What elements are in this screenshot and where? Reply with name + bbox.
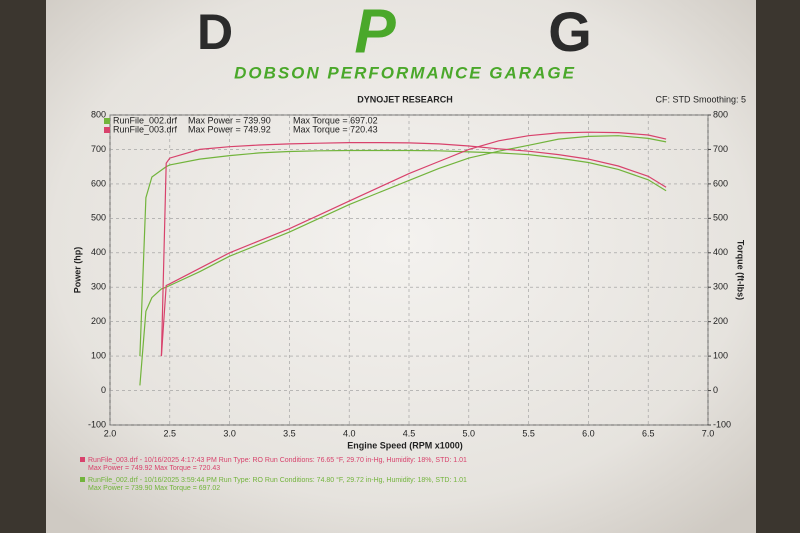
chart-title: DYNOJET RESEARCH: [357, 94, 453, 104]
x-tick-label: 3.0: [223, 428, 236, 438]
legend-name: RunFile_002.drf: [113, 115, 178, 125]
logo-p: P: [354, 0, 396, 66]
y-tick-label: 800: [91, 109, 106, 119]
power-line: [139, 135, 667, 386]
footer-line: RunFile_003.drf - 10/16/2025 4:17:43 PM …: [88, 456, 467, 464]
x-tick-label: 5.0: [463, 428, 476, 438]
x-tick-label: 2.5: [164, 428, 177, 438]
footer-line: RunFile_002.drf - 10/16/2025 3:59:44 PM …: [88, 476, 467, 484]
y2-axis-label: Torque (ft-lbs): [736, 240, 746, 300]
y2-tick-label: 600: [713, 178, 728, 188]
torque-line: [139, 149, 667, 357]
paper: [46, 0, 756, 533]
logo-tagline: DOBSON PERFORMANCE GARAGE: [234, 63, 576, 82]
y2-tick-label: 300: [713, 282, 728, 292]
legend-swatch: [104, 127, 110, 133]
x-tick-label: 3.5: [283, 428, 296, 438]
logo-g: G: [548, 0, 592, 63]
y-tick-label: 200: [91, 316, 106, 326]
footer-swatch: [80, 477, 85, 482]
y2-tick-label: 100: [713, 350, 728, 360]
y2-tick-label: 0: [713, 385, 718, 395]
y-tick-label: -100: [88, 419, 106, 429]
chart-subtitle: CF: STD Smoothing: 5: [655, 94, 746, 104]
x-axis-label: Engine Speed (RPM x1000): [347, 440, 463, 450]
torque-line: [160, 142, 667, 357]
y-tick-label: 500: [91, 213, 106, 223]
y2-tick-label: 400: [713, 247, 728, 257]
y2-tick-label: 500: [713, 213, 728, 223]
y-tick-label: 400: [91, 247, 106, 257]
y-tick-label: 600: [91, 178, 106, 188]
footer-line: Max Power = 739.90 Max Torque = 697.02: [88, 485, 220, 492]
legend-torque: Max Torque = 720.43: [293, 124, 378, 134]
y-tick-label: 700: [91, 144, 106, 154]
x-tick-label: 2.0: [104, 428, 117, 438]
legend-torque: Max Torque = 697.02: [293, 115, 378, 125]
footer-swatch: [80, 457, 85, 462]
y-tick-label: 300: [91, 282, 106, 292]
x-tick-label: 4.5: [403, 428, 416, 438]
y2-tick-label: 200: [713, 316, 728, 326]
legend-power: Max Power = 749.92: [188, 124, 271, 134]
power-line: [160, 131, 667, 357]
y2-tick-label: -100: [713, 419, 731, 429]
legend-power: Max Power = 739.90: [188, 115, 271, 125]
x-tick-label: 4.0: [343, 428, 356, 438]
x-tick-label: 6.0: [582, 428, 595, 438]
legend-swatch: [104, 118, 110, 124]
footer-line: Max Power = 749.92 Max Torque = 720.43: [88, 465, 220, 472]
x-tick-label: 6.5: [642, 428, 655, 438]
logo-d: D: [197, 4, 233, 60]
y-tick-label: 0: [101, 385, 106, 395]
y-tick-label: 100: [91, 350, 106, 360]
y2-tick-label: 800: [713, 109, 728, 119]
legend-name: RunFile_003.drf: [113, 124, 178, 134]
x-tick-label: 5.5: [522, 428, 535, 438]
x-tick-label: 7.0: [702, 428, 715, 438]
y-axis-label: Power (hp): [72, 247, 82, 294]
y2-tick-label: 700: [713, 144, 728, 154]
